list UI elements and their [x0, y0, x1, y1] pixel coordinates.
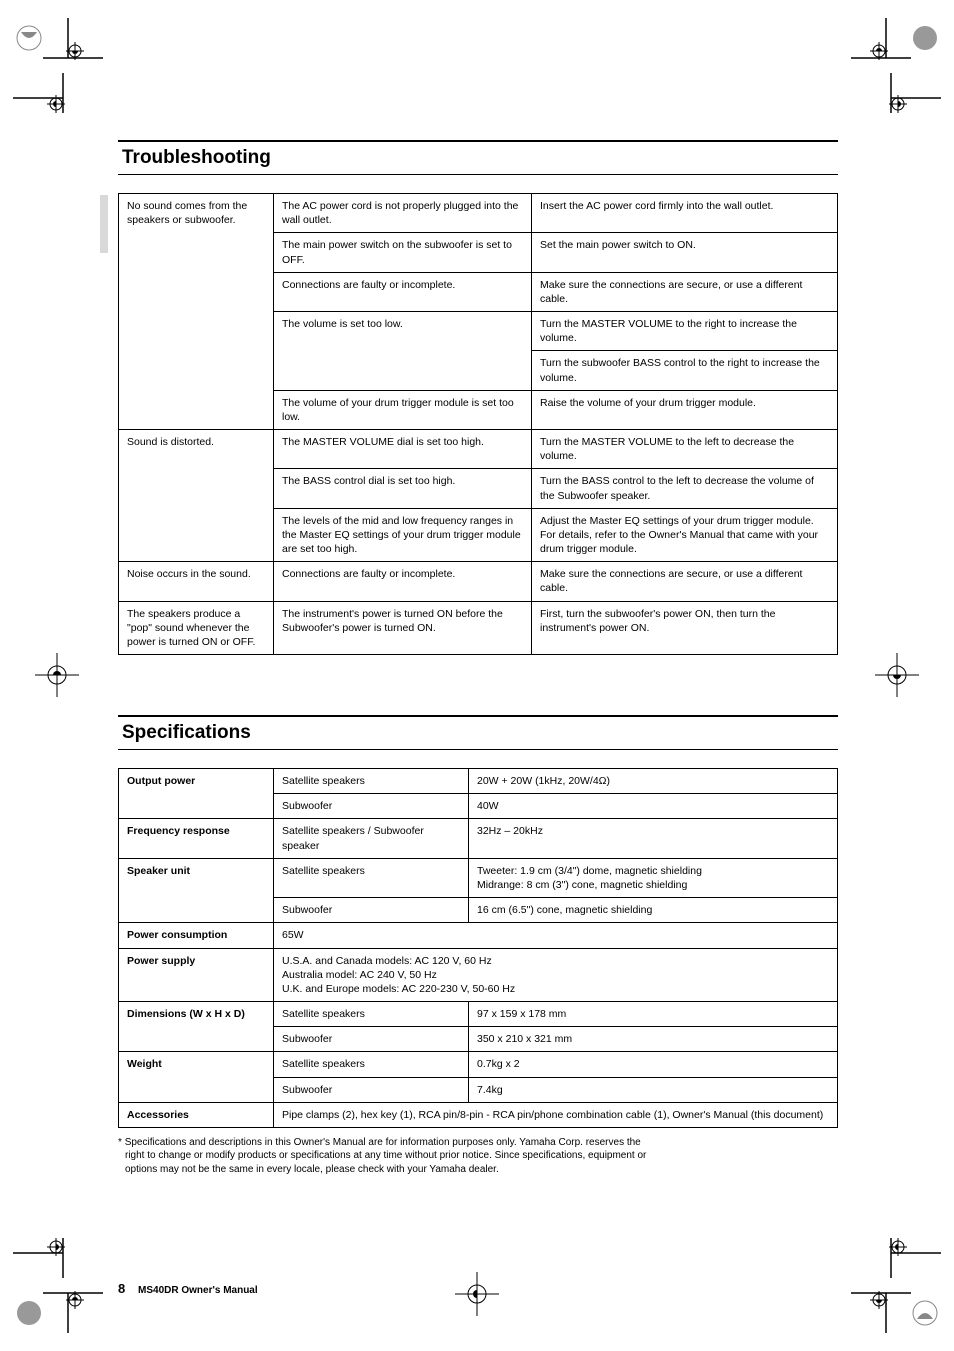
- spec-label: Speaker unit: [119, 858, 274, 923]
- spec-cell: 40W: [469, 794, 838, 819]
- ts-solution: Set the main power switch to ON.: [532, 233, 838, 272]
- spec-cell: 65W: [274, 923, 838, 948]
- table-row: The speakers produce a "pop" sound whene…: [119, 601, 838, 655]
- spec-cell: 97 x 159 x 178 mm: [469, 1002, 838, 1027]
- spec-cell: 7.4kg: [469, 1077, 838, 1102]
- spec-cell: Tweeter: 1.9 cm (3/4") dome, magnetic sh…: [469, 858, 838, 897]
- ts-cause: Connections are faulty or incomplete.: [274, 562, 532, 601]
- ts-solution: Make sure the connections are secure, or…: [532, 562, 838, 601]
- crop-mark-top-right-icon: [851, 18, 941, 113]
- ts-cause: The levels of the mid and low frequency …: [274, 508, 532, 562]
- ts-cause: The volume of your drum trigger module i…: [274, 390, 532, 429]
- ts-cause: The main power switch on the subwoofer i…: [274, 233, 532, 272]
- table-row: Speaker unit Satellite speakers Tweeter:…: [119, 858, 838, 897]
- ts-solution: Insert the AC power cord firmly into the…: [532, 194, 838, 233]
- spec-cell: 32Hz – 20kHz: [469, 819, 838, 858]
- crop-mark-right-center-icon: [875, 653, 919, 697]
- specifications-table: Output power Satellite speakers 20W + 20…: [118, 768, 838, 1128]
- footnote: * Specifications and descriptions in thi…: [118, 1136, 838, 1177]
- page-number: 8: [118, 1281, 125, 1296]
- specifications-heading: Specifications: [118, 715, 838, 750]
- spec-cell: U.S.A. and Canada models: AC 120 V, 60 H…: [274, 948, 838, 1002]
- spec-cell: Subwoofer: [274, 1077, 469, 1102]
- ts-cause: The MASTER VOLUME dial is set too high.: [274, 430, 532, 469]
- troubleshooting-table: No sound comes from the speakers or subw…: [118, 193, 838, 655]
- table-row: Accessories Pipe clamps (2), hex key (1)…: [119, 1102, 838, 1127]
- table-row: Noise occurs in the sound. Connections a…: [119, 562, 838, 601]
- ts-solution: Turn the BASS control to the left to dec…: [532, 469, 838, 508]
- table-row: Dimensions (W x H x D) Satellite speaker…: [119, 1002, 838, 1027]
- crop-mark-top-left-icon: [13, 18, 103, 113]
- ts-problem: No sound comes from the speakers or subw…: [119, 194, 274, 430]
- spec-label: Frequency response: [119, 819, 274, 858]
- ts-solution: Make sure the connections are secure, or…: [532, 272, 838, 311]
- spec-label: Output power: [119, 769, 274, 819]
- spec-cell: 20W + 20W (1kHz, 20W/4Ω): [469, 769, 838, 794]
- doc-title: MS40DR Owner's Manual: [138, 1285, 258, 1296]
- spec-cell: Satellite speakers: [274, 1002, 469, 1027]
- spec-cell: 0.7kg x 2: [469, 1052, 838, 1077]
- table-row: Frequency response Satellite speakers / …: [119, 819, 838, 858]
- table-row: Power consumption 65W: [119, 923, 838, 948]
- ts-cause: Connections are faulty or incomplete.: [274, 272, 532, 311]
- page-content: Troubleshooting No sound comes from the …: [118, 140, 838, 1296]
- ts-solution: Adjust the Master EQ settings of your dr…: [532, 508, 838, 562]
- spec-label: Weight: [119, 1052, 274, 1102]
- spec-label: Dimensions (W x H x D): [119, 1002, 274, 1052]
- ts-cause: The instrument's power is turned ON befo…: [274, 601, 532, 655]
- spec-cell: Subwoofer: [274, 794, 469, 819]
- crop-mark-bottom-left-icon: [13, 1238, 103, 1333]
- section-title: Troubleshooting: [122, 147, 838, 169]
- spec-cell: Satellite speakers: [274, 1052, 469, 1077]
- side-tab-icon: [100, 195, 108, 253]
- spec-cell: Subwoofer: [274, 898, 469, 923]
- spec-cell: Pipe clamps (2), hex key (1), RCA pin/8-…: [274, 1102, 838, 1127]
- ts-solution: Turn the MASTER VOLUME to the left to de…: [532, 430, 838, 469]
- page-footer: 8 MS40DR Owner's Manual: [118, 1281, 838, 1296]
- spec-cell: 16 cm (6.5") cone, magnetic shielding: [469, 898, 838, 923]
- spec-cell: Subwoofer: [274, 1027, 469, 1052]
- table-row: Sound is distorted. The MASTER VOLUME di…: [119, 430, 838, 469]
- crop-mark-left-center-icon: [35, 653, 79, 697]
- spec-cell: Satellite speakers: [274, 769, 469, 794]
- ts-solution: Turn the MASTER VOLUME to the right to i…: [532, 312, 838, 351]
- spec-cell: Satellite speakers: [274, 858, 469, 897]
- troubleshooting-heading: Troubleshooting: [118, 140, 838, 175]
- crop-mark-bottom-right-icon: [851, 1238, 941, 1333]
- ts-solution: First, turn the subwoofer's power ON, th…: [532, 601, 838, 655]
- spec-cell: Satellite speakers / Subwoofer speaker: [274, 819, 469, 858]
- spec-label: Accessories: [119, 1102, 274, 1127]
- spec-label: Power consumption: [119, 923, 274, 948]
- footnote-line: Specifications and descriptions in this …: [125, 1137, 641, 1148]
- spec-cell: 350 x 210 x 321 mm: [469, 1027, 838, 1052]
- ts-cause: The AC power cord is not properly plugge…: [274, 194, 532, 233]
- footnote-star: *: [118, 1137, 122, 1148]
- ts-cause: The volume is set too low.: [274, 312, 532, 391]
- table-row: Output power Satellite speakers 20W + 20…: [119, 769, 838, 794]
- ts-cause: The BASS control dial is set too high.: [274, 469, 532, 508]
- footnote-line: options may not be the same in every loc…: [118, 1163, 838, 1177]
- ts-problem: The speakers produce a "pop" sound whene…: [119, 601, 274, 655]
- ts-problem: Noise occurs in the sound.: [119, 562, 274, 601]
- footnote-line: right to change or modify products or sp…: [118, 1149, 838, 1163]
- table-row: Power supply U.S.A. and Canada models: A…: [119, 948, 838, 1002]
- table-row: No sound comes from the speakers or subw…: [119, 194, 838, 233]
- spec-label: Power supply: [119, 948, 274, 1002]
- table-row: Weight Satellite speakers 0.7kg x 2: [119, 1052, 838, 1077]
- ts-solution: Turn the subwoofer BASS control to the r…: [532, 351, 838, 390]
- ts-solution: Raise the volume of your drum trigger mo…: [532, 390, 838, 429]
- ts-problem: Sound is distorted.: [119, 430, 274, 562]
- section-title: Specifications: [122, 722, 838, 744]
